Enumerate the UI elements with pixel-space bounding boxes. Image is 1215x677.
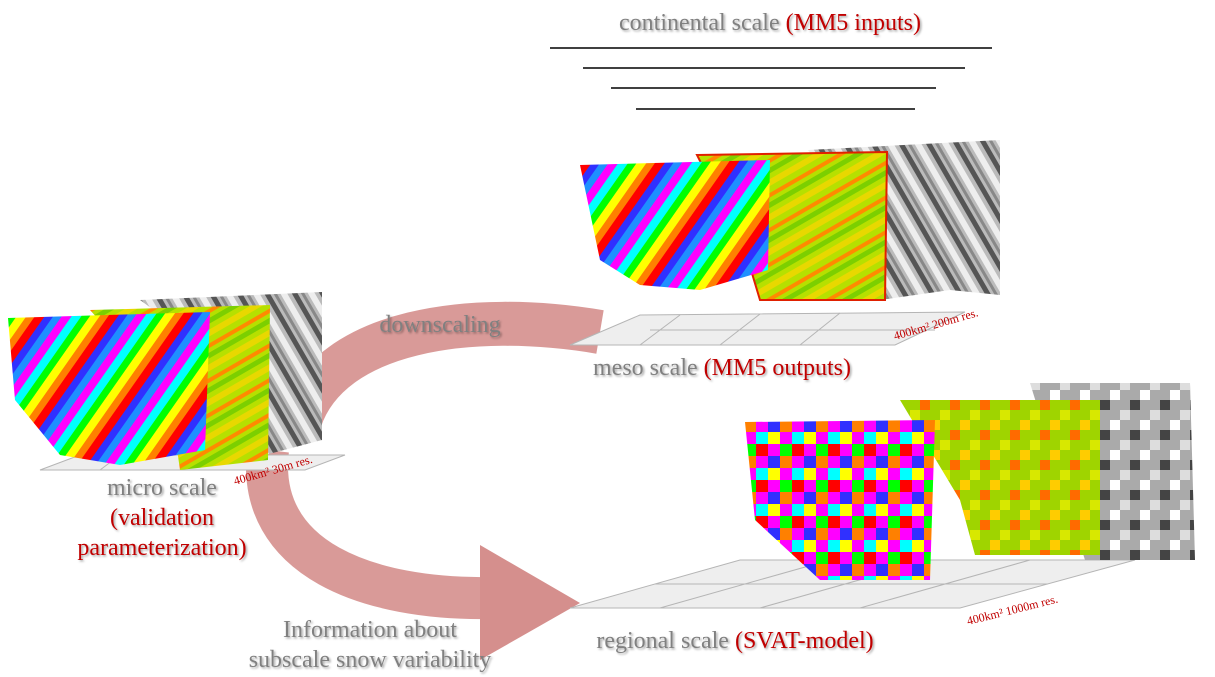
micro-maps bbox=[8, 292, 322, 470]
model-name: (MM5 inputs) bbox=[786, 10, 921, 36]
atmosphere-lines bbox=[550, 48, 992, 109]
information-label: Information about bbox=[283, 617, 457, 643]
micro-model: (validation bbox=[110, 505, 214, 531]
regional-label: regional scale (SVAT-model) bbox=[596, 628, 873, 654]
regional-maps bbox=[745, 383, 1195, 580]
scale-name: meso scale bbox=[593, 355, 698, 381]
model-name: (MM5 outputs) bbox=[704, 355, 851, 381]
micro-label: micro scale bbox=[107, 475, 217, 501]
continental-label: continental scale (MM5 inputs) bbox=[619, 10, 921, 36]
diagram: continental scale (MM5 inputs) downscali… bbox=[0, 0, 1215, 677]
scale-name: regional scale bbox=[596, 628, 729, 654]
meso-maps bbox=[580, 140, 1000, 300]
information-label: subscale snow variability bbox=[249, 647, 492, 673]
model-name: (SVAT-model) bbox=[735, 628, 874, 654]
micro-model: parameterization) bbox=[77, 535, 246, 561]
downscaling-label: downscaling bbox=[379, 312, 500, 338]
scale-name: continental scale bbox=[619, 10, 780, 36]
meso-label: meso scale (MM5 outputs) bbox=[593, 355, 851, 381]
